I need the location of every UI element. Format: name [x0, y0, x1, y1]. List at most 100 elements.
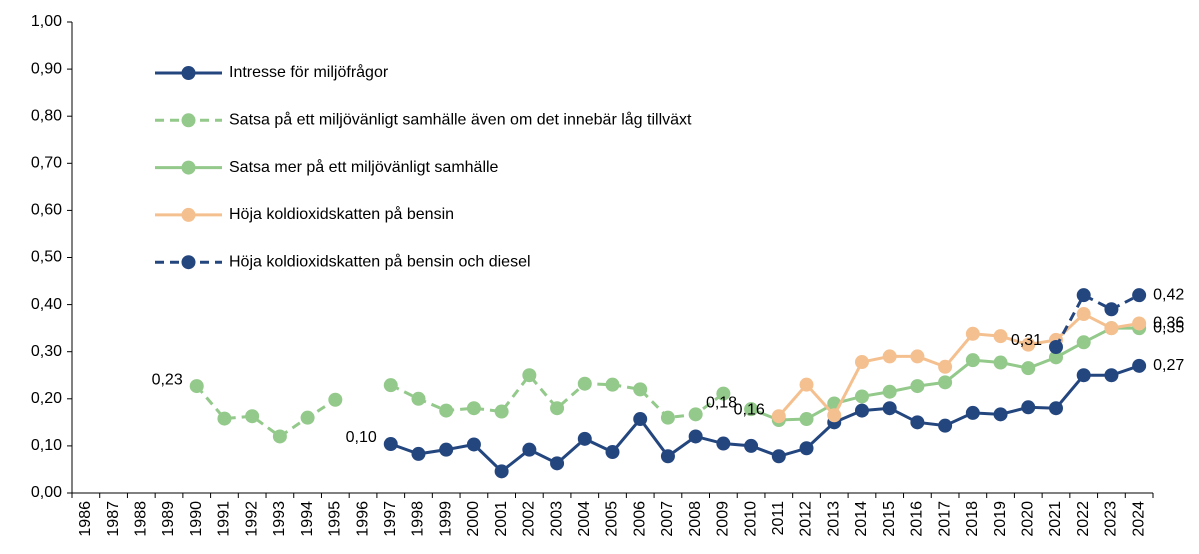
- x-tick-label: 2003: [548, 501, 565, 537]
- point: [854, 403, 869, 418]
- x-tick-label: 2012: [798, 501, 815, 537]
- point: [1076, 368, 1091, 383]
- x-tick-label: 2013: [825, 501, 842, 537]
- point: [1132, 288, 1147, 303]
- point: [1021, 361, 1036, 376]
- x-tick-label: 2024: [1130, 501, 1147, 537]
- point: [799, 377, 814, 392]
- y-tick-label: 0,80: [31, 107, 62, 124]
- point: [799, 441, 814, 456]
- x-tick-label: 2018: [964, 501, 981, 537]
- point: [1104, 321, 1119, 336]
- x-tick-label: 2001: [493, 501, 510, 537]
- data-label: 0,35: [1153, 319, 1184, 336]
- point: [1076, 307, 1091, 322]
- point: [411, 391, 426, 406]
- x-tick-label: 2021: [1047, 501, 1064, 537]
- x-tick-label: 2022: [1075, 501, 1092, 537]
- point: [688, 429, 703, 444]
- point: [1132, 316, 1147, 331]
- point: [217, 411, 232, 426]
- point: [688, 407, 703, 422]
- x-tick-label: 1995: [327, 501, 344, 537]
- data-label: 0,23: [152, 371, 183, 388]
- x-tick-label: 1989: [160, 501, 177, 537]
- y-tick-label: 0,50: [31, 249, 62, 266]
- x-tick-label: 2005: [604, 501, 621, 537]
- point: [854, 355, 869, 370]
- legend-label: Höja koldioxidskatten på bensin och dies…: [229, 252, 531, 270]
- legend-marker: [181, 160, 196, 175]
- point: [854, 389, 869, 404]
- point: [938, 359, 953, 374]
- y-tick-label: 0,30: [31, 343, 62, 360]
- x-tick-label: 2016: [909, 501, 926, 537]
- data-label: 0,42: [1153, 286, 1184, 303]
- series-line: [195, 385, 337, 439]
- point: [494, 464, 509, 479]
- point: [660, 449, 675, 464]
- series-line: [1054, 293, 1140, 348]
- point: [938, 418, 953, 433]
- data-label: 0,36: [1153, 315, 1184, 332]
- point: [771, 449, 786, 464]
- point: [466, 437, 481, 452]
- point: [439, 442, 454, 457]
- point: [577, 431, 592, 446]
- legend-marker: [181, 66, 196, 80]
- point: [328, 392, 343, 407]
- point: [633, 412, 648, 427]
- point: [910, 415, 925, 430]
- data-label: 0,31: [1011, 332, 1042, 349]
- y-tick-label: 1,00: [31, 13, 62, 30]
- data-label: 0,27: [1153, 357, 1184, 374]
- point: [577, 376, 592, 391]
- data-label: 0,16: [734, 401, 765, 418]
- legend-marker: [181, 255, 196, 270]
- legend-label: Satsa mer på ett miljövänligt samhälle: [229, 158, 499, 176]
- y-tick-label: 0,10: [31, 437, 62, 454]
- point: [1048, 401, 1063, 416]
- x-tick-label: 2020: [1019, 501, 1036, 537]
- x-tick-label: 1992: [243, 501, 260, 537]
- point: [272, 429, 287, 444]
- point: [993, 355, 1008, 370]
- point: [910, 349, 925, 364]
- point: [1104, 368, 1119, 383]
- y-tick-label: 0,60: [31, 202, 62, 219]
- legend-marker: [181, 207, 196, 222]
- point: [1048, 350, 1063, 365]
- point: [827, 408, 842, 423]
- x-tick-label: 2008: [687, 501, 704, 537]
- x-tick-label: 1996: [354, 501, 371, 537]
- x-tick-label: 1999: [437, 501, 454, 537]
- point: [882, 401, 897, 416]
- x-tick-label: 2007: [659, 501, 676, 537]
- point: [383, 378, 398, 393]
- point: [744, 402, 759, 417]
- point: [605, 445, 620, 460]
- legend-label: Satsa på ett miljövänligt samhälle även …: [229, 111, 692, 129]
- point: [522, 442, 537, 457]
- x-tick-label: 2019: [992, 501, 1009, 537]
- point: [744, 438, 759, 453]
- x-tick-label: 2000: [465, 501, 482, 537]
- point: [993, 329, 1008, 344]
- x-tick-label: 1994: [299, 501, 316, 537]
- legend-marker: [181, 113, 196, 128]
- point: [189, 379, 204, 394]
- point: [439, 403, 454, 418]
- y-tick-label: 0,70: [31, 155, 62, 172]
- x-tick-label: 1993: [271, 501, 288, 537]
- point: [1132, 358, 1147, 373]
- x-tick-label: 1997: [382, 501, 399, 537]
- point: [1076, 288, 1091, 303]
- point: [522, 368, 537, 383]
- x-tick-label: 2015: [881, 501, 898, 537]
- data-label: 0,10: [346, 429, 377, 446]
- point: [799, 412, 814, 427]
- x-tick-label: 1986: [77, 501, 94, 537]
- x-tick-label: 1998: [410, 501, 427, 537]
- point: [1076, 335, 1091, 350]
